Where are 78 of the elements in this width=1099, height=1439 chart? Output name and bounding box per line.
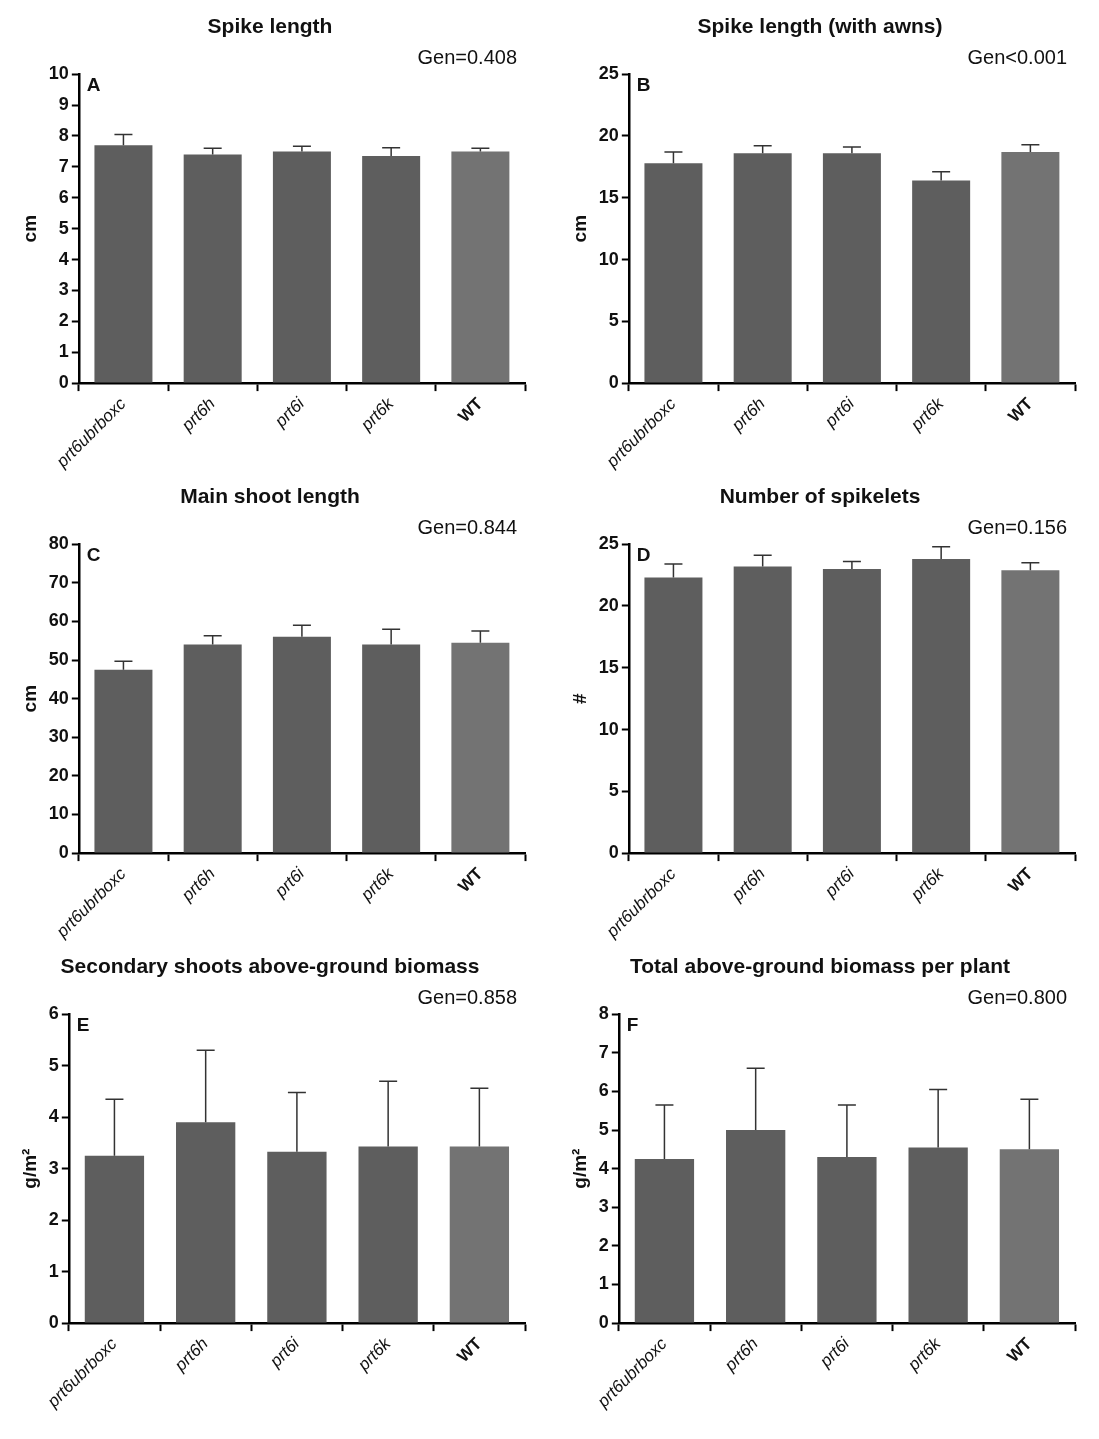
y-tick-label: 6: [58, 186, 69, 207]
y-tick-label: 4: [598, 1157, 609, 1178]
y-axis-title: g/m²: [568, 1148, 590, 1189]
y-tick-label: 6: [48, 1003, 59, 1024]
y-tick-label: 0: [58, 842, 69, 863]
annotation: C: [86, 543, 101, 565]
y-tick-label: 10: [48, 63, 69, 84]
chart-title: Spike length (with awns): [697, 14, 943, 38]
text: Gen=0.858: [417, 985, 517, 1008]
x-tick-label: WT: [454, 393, 487, 427]
y-tick-label: 50: [48, 649, 69, 669]
y-tick-label: 60: [48, 610, 69, 631]
y-tick-label: 8: [58, 124, 69, 145]
x-tick-label: WT: [453, 1333, 486, 1367]
y-tick-label: 3: [598, 1196, 609, 1217]
y-tick-label: 7: [598, 1041, 609, 1062]
annotation: F: [626, 1013, 639, 1035]
x-tick-label: WT: [1004, 863, 1037, 897]
y-axis-title: cm: [18, 684, 40, 713]
y-axis-title: cm: [568, 214, 590, 243]
y-tick-label: 3: [58, 279, 69, 300]
y-tick-label: 5: [48, 1054, 59, 1075]
y-tick-label: 0: [598, 1312, 609, 1333]
y-tick-label: 15: [598, 656, 619, 677]
y-tick-label: 5: [598, 1119, 609, 1139]
x-tick-label: WT: [1003, 1333, 1036, 1367]
y-tick-label: 1: [58, 341, 69, 362]
chart-title: Total above-ground biomass per plant: [630, 954, 1010, 978]
y-tick-label: 25: [598, 533, 619, 554]
y-tick-label: 40: [48, 687, 69, 708]
x-tick-label: WT: [454, 863, 487, 897]
y-tick-label: 7: [58, 155, 69, 176]
y-tick-label: 4: [58, 248, 69, 269]
y-tick-label: 30: [48, 726, 69, 747]
text: Gen=0.800: [967, 985, 1067, 1008]
y-tick-label: 2: [598, 1234, 609, 1255]
y-axis-title: cm: [18, 214, 40, 243]
y-tick-label: 9: [58, 94, 69, 115]
y-tick-label: 20: [48, 764, 69, 785]
y-tick-label: 20: [598, 594, 619, 615]
annotation: A: [86, 73, 101, 95]
y-tick-label: 0: [608, 842, 619, 863]
chart-title: Number of spikelets: [719, 484, 921, 508]
annotation: E: [76, 1013, 90, 1035]
y-tick-label: 5: [58, 217, 69, 238]
y-tick-label: 5: [608, 310, 619, 331]
y-tick-label: 4: [48, 1106, 59, 1127]
y-tick-label: 10: [48, 803, 69, 824]
y-tick-label: 1: [48, 1260, 59, 1281]
text: Gen=0.844: [417, 515, 517, 538]
y-tick-label: 6: [598, 1080, 609, 1101]
y-tick-label: 3: [48, 1157, 59, 1178]
y-tick-label: 0: [48, 1312, 59, 1333]
chart-title: Secondary shoots above-ground biomass: [60, 954, 480, 978]
y-tick-label: 5: [608, 780, 619, 801]
x-tick-label: WT: [1004, 393, 1037, 427]
annotation: D: [636, 543, 651, 565]
y-tick-label: 80: [48, 533, 69, 554]
y-axis-title: g/m²: [18, 1148, 40, 1189]
text: Gen<0.001: [967, 45, 1067, 68]
y-tick-label: 10: [598, 718, 619, 739]
chart-title: Main shoot length: [180, 484, 360, 508]
text: Gen=0.408: [417, 45, 517, 68]
chart-title: Spike length: [207, 14, 333, 38]
y-tick-label: 20: [598, 124, 619, 145]
y-tick-label: 25: [598, 63, 619, 84]
y-tick-label: 0: [608, 372, 619, 393]
y-tick-label: 2: [48, 1209, 59, 1230]
y-tick-label: 2: [58, 310, 69, 331]
y-tick-label: 0: [58, 372, 69, 393]
annotation: B: [636, 73, 651, 95]
y-tick-label: 15: [598, 186, 619, 207]
y-tick-label: 10: [598, 248, 619, 269]
y-tick-label: 70: [48, 571, 69, 592]
y-axis-title: #: [568, 692, 590, 704]
y-tick-label: 8: [598, 1003, 609, 1024]
text: Gen=0.156: [967, 515, 1067, 538]
y-tick-label: 1: [598, 1273, 609, 1294]
